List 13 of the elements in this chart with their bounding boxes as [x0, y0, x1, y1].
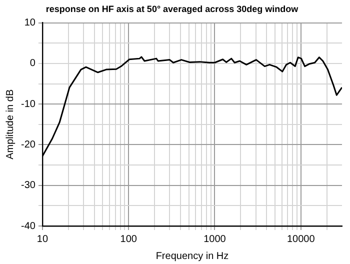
y-tick-label: 0	[30, 58, 36, 70]
y-axis-title: Amplitude in dB	[4, 89, 16, 160]
x-tick-label: 100	[120, 234, 138, 245]
y-tick-label: -30	[21, 180, 36, 192]
x-tick-label: 10	[36, 234, 48, 245]
y-tick-label: -10	[21, 98, 36, 110]
y-tick-label: -20	[21, 139, 36, 150]
x-tick-label: 1000	[204, 234, 226, 245]
x-axis-title: Frequency in Hz	[156, 250, 229, 262]
x-tick-label: 10000	[286, 234, 316, 245]
y-tick-label: -40	[21, 220, 36, 232]
chart-title: response on HF axis at 50° averaged across 30deg window	[46, 4, 300, 14]
y-tick-label: 10	[24, 18, 36, 29]
